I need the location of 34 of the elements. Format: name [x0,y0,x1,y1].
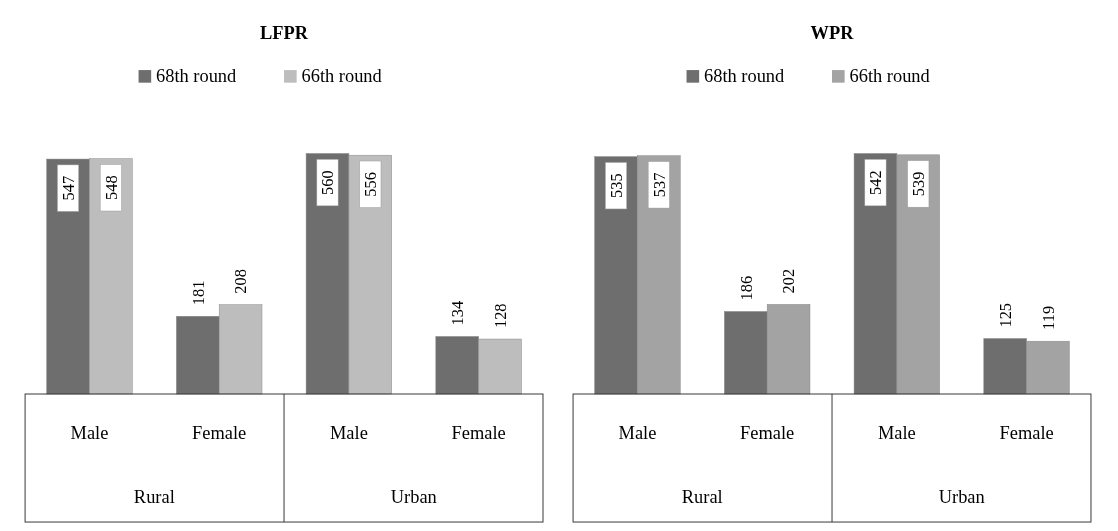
x-tick-label: Female [451,422,506,443]
text: Rural [133,486,175,507]
text: Urban [938,486,985,507]
legend-label: 66th round [849,65,930,86]
data-label: 535 [606,173,626,199]
chart-title: LFPR [260,23,309,44]
data-label: 125 [996,302,1016,328]
data-label: 134 [448,300,468,326]
legend-label: 68th round [156,65,237,86]
data-label: 186 [736,275,756,301]
data-label: 560 [318,170,338,195]
data-label: 537 [649,172,669,198]
data-label: 181 [188,280,208,306]
x-tick-label: Male [329,422,368,443]
x-tick-label: Female [740,422,795,443]
data-label: 202 [779,268,799,294]
chart-title: WPR [810,23,855,44]
x-tick-label: Male [70,422,109,443]
data-label: 542 [866,170,886,195]
x-tick-label: Male [877,422,916,443]
legend-label: 68th round [704,65,785,86]
data-label: 547 [58,175,78,201]
text: Urban [390,486,437,507]
data-label: 119 [1038,305,1058,330]
x-tick-label: Male [618,422,657,443]
data-label: 128 [490,303,510,329]
x-tick-label: Female [192,422,247,443]
legend-label: 66th round [301,65,382,86]
x-tick-label: Female [999,422,1054,443]
data-label: 556 [361,171,381,197]
data-label: 539 [909,171,929,197]
data-label: 208 [231,269,251,294]
text: Rural [681,486,723,507]
data-label: 548 [101,175,121,201]
